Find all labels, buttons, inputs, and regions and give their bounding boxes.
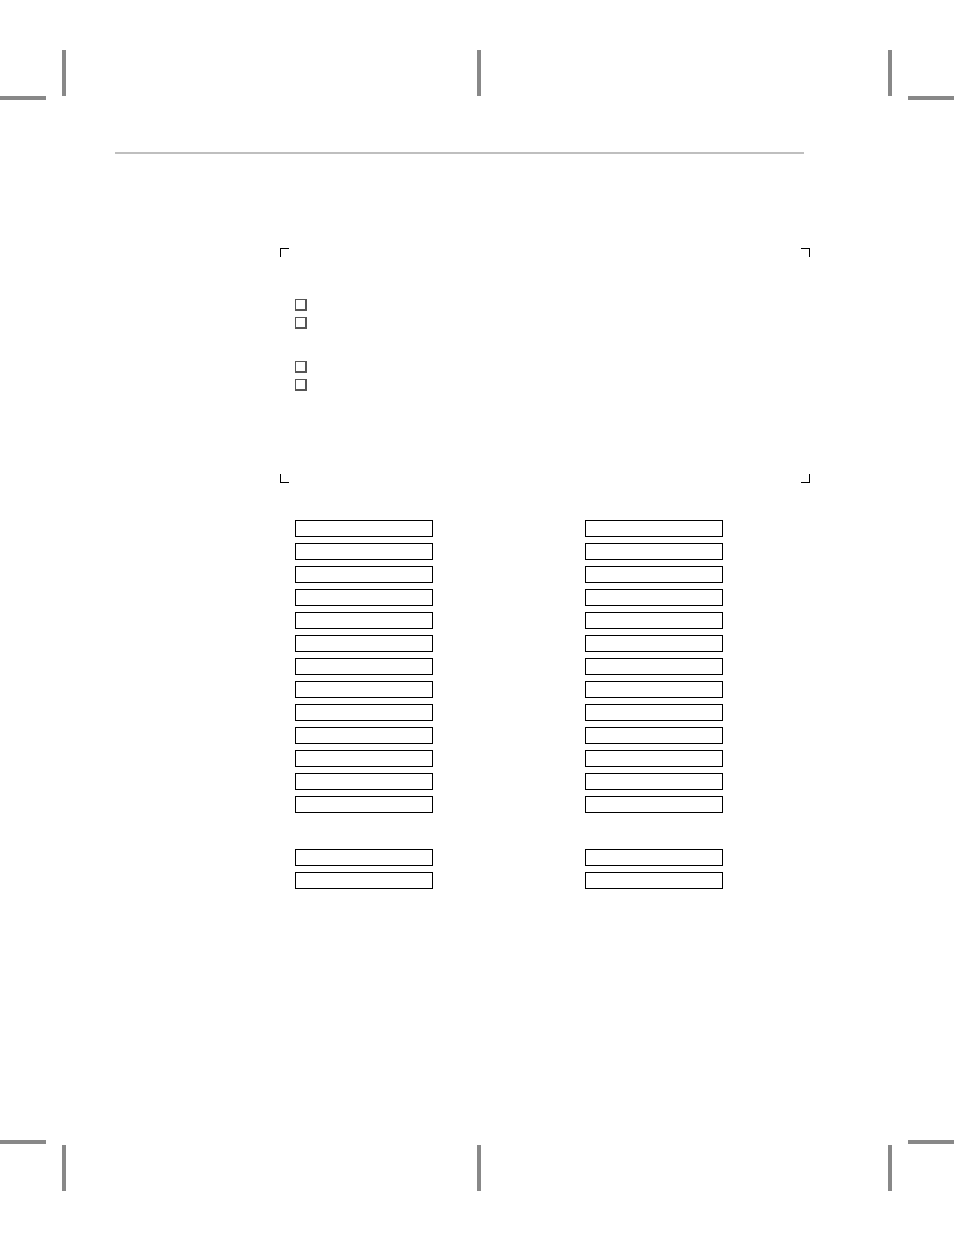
input-cell[interactable]: [585, 849, 723, 866]
cropmark: [0, 96, 46, 100]
input-cell[interactable]: [585, 658, 723, 675]
input-cell[interactable]: [585, 612, 723, 629]
input-cell[interactable]: [295, 727, 433, 744]
field-columns: [295, 520, 723, 895]
checkbox-panel: [280, 248, 810, 483]
input-cell[interactable]: [585, 681, 723, 698]
checkbox[interactable]: [295, 299, 307, 311]
input-cell[interactable]: [295, 773, 433, 790]
cropmark: [477, 50, 481, 96]
cropmark: [477, 1145, 481, 1191]
cropmark: [908, 1140, 954, 1144]
input-cell[interactable]: [585, 796, 723, 813]
column-gap: [295, 819, 433, 849]
checkbox-row: [295, 361, 809, 373]
left-column: [295, 520, 433, 895]
input-cell[interactable]: [295, 796, 433, 813]
input-cell[interactable]: [295, 635, 433, 652]
input-cell[interactable]: [295, 750, 433, 767]
input-cell[interactable]: [585, 750, 723, 767]
input-cell[interactable]: [585, 543, 723, 560]
header-rule: [115, 152, 804, 154]
cropmark: [62, 50, 66, 96]
checkbox-row: [295, 317, 809, 329]
cropmark: [0, 1140, 46, 1144]
input-cell[interactable]: [295, 658, 433, 675]
checkbox[interactable]: [295, 317, 307, 329]
input-cell[interactable]: [295, 681, 433, 698]
input-cell[interactable]: [585, 872, 723, 889]
input-cell[interactable]: [295, 589, 433, 606]
input-cell[interactable]: [585, 589, 723, 606]
input-cell[interactable]: [585, 773, 723, 790]
checkbox-row: [295, 299, 809, 311]
input-cell[interactable]: [295, 543, 433, 560]
checkbox[interactable]: [295, 361, 307, 373]
input-cell[interactable]: [585, 520, 723, 537]
input-cell[interactable]: [585, 566, 723, 583]
cropmark: [888, 50, 892, 96]
checkbox-row: [295, 379, 809, 391]
input-cell[interactable]: [295, 612, 433, 629]
cropmark: [888, 1145, 892, 1191]
cropmark: [62, 1145, 66, 1191]
input-cell[interactable]: [295, 566, 433, 583]
input-cell[interactable]: [295, 872, 433, 889]
column-gap: [585, 819, 723, 849]
cropmark: [908, 96, 954, 100]
input-cell[interactable]: [295, 520, 433, 537]
input-cell[interactable]: [585, 727, 723, 744]
input-cell[interactable]: [295, 849, 433, 866]
input-cell[interactable]: [585, 635, 723, 652]
input-cell[interactable]: [295, 704, 433, 721]
input-cell[interactable]: [585, 704, 723, 721]
right-column: [585, 520, 723, 895]
checkbox[interactable]: [295, 379, 307, 391]
